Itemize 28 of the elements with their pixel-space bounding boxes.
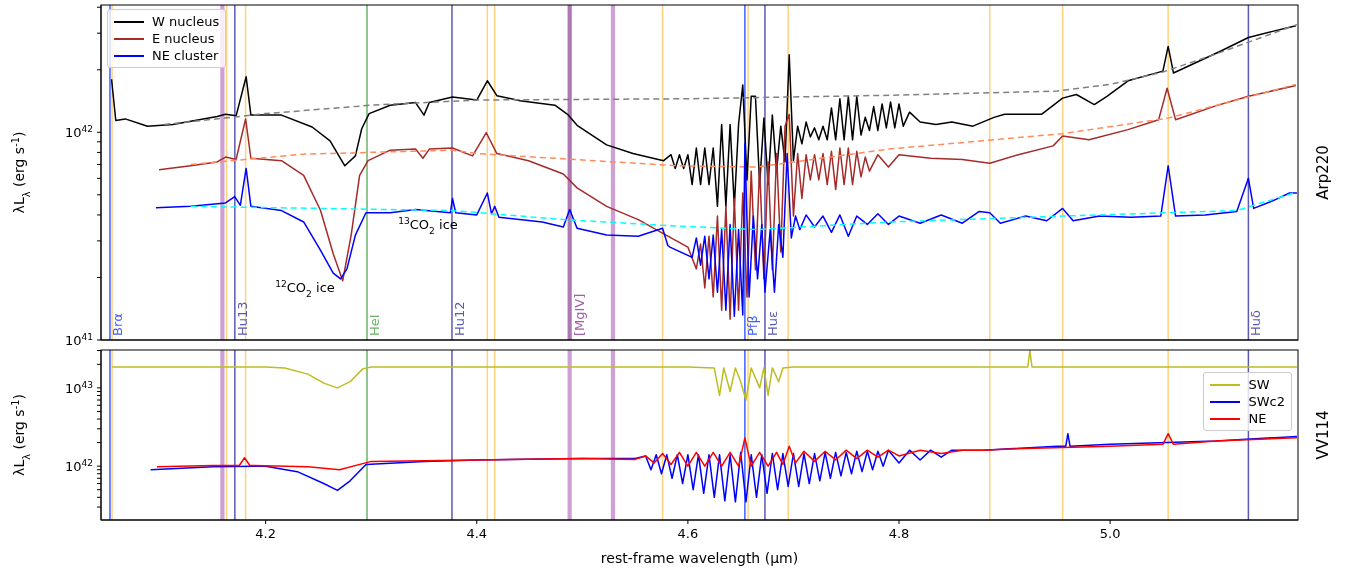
x-tick-label: 5.0 <box>1099 526 1121 541</box>
ref-line-label: Hu12 <box>451 301 467 336</box>
x-tick-label: 4.8 <box>888 526 910 541</box>
x-tick-label: 4.2 <box>255 526 277 541</box>
annotation: $^{12}$CO$_{2}$ ice <box>275 279 335 299</box>
legend-label: NE <box>1248 411 1267 426</box>
y-tick-label: 10$^{42}$ <box>64 124 93 141</box>
ref-line-label: Brα <box>109 313 125 336</box>
y-tick-label: 10$^{42}$ <box>64 458 93 475</box>
legend-label: NE cluster <box>152 48 219 63</box>
x-tick-label: 4.6 <box>677 526 699 541</box>
y2-axis-title: VV114 <box>1314 410 1332 460</box>
x-axis-title: rest-frame wavelength (μm) <box>600 550 799 566</box>
legend-label: SWc2 <box>1248 394 1285 409</box>
ref-line-label: Hu13 <box>234 301 250 336</box>
y2-axis-title: Arp220 <box>1314 145 1332 200</box>
ref-line-label: Huε <box>764 310 780 336</box>
ref-line-label: Huδ <box>1248 309 1264 336</box>
x-tick-label: 4.4 <box>466 526 488 541</box>
band-label: [MgIV] <box>571 293 587 336</box>
ref-line-label: HeI <box>367 314 382 336</box>
legend-label: SW <box>1248 377 1270 392</box>
y-tick-label: 10$^{43}$ <box>64 379 94 396</box>
ref-line-label: Pfβ <box>744 315 760 336</box>
legend-label: W nucleus <box>152 14 220 29</box>
annotation: $^{13}$CO$_{2}$ ice <box>398 216 458 236</box>
y-tick-label: 10$^{41}$ <box>64 332 93 348</box>
legend-label: E nucleus <box>152 31 215 46</box>
